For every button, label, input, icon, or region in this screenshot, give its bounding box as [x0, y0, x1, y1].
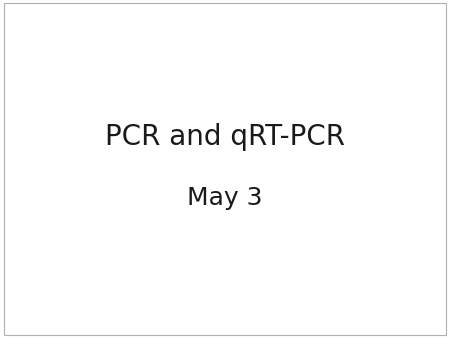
Text: PCR and qRT-PCR: PCR and qRT-PCR — [105, 123, 345, 151]
Text: May 3: May 3 — [187, 186, 263, 210]
